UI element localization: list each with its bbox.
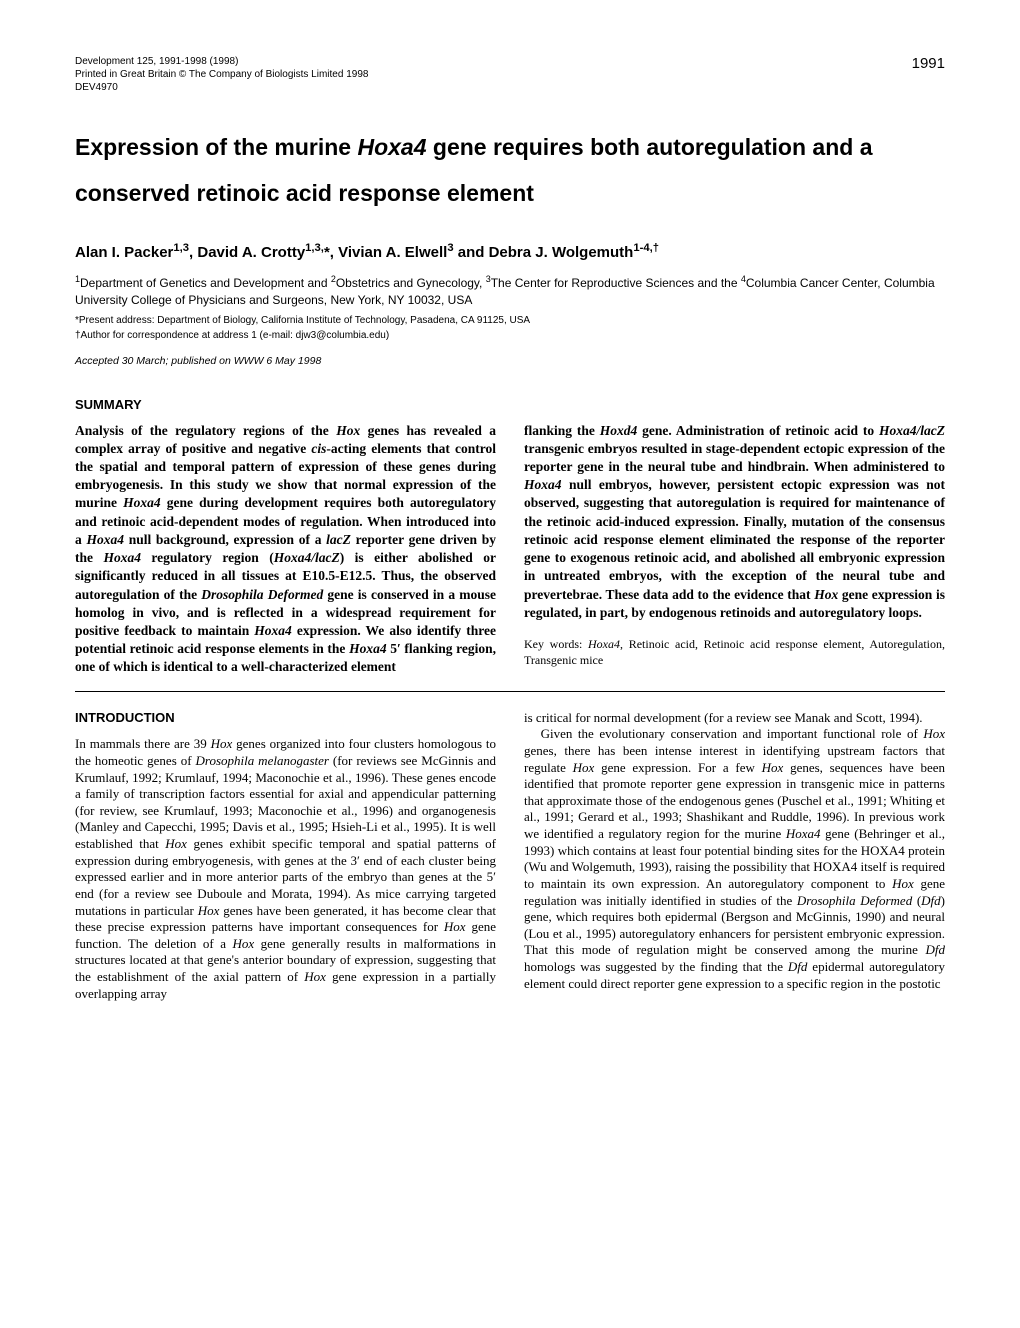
notes: *Present address: Department of Biology,… [75, 313, 945, 343]
keywords-label: Key words: [524, 637, 588, 651]
intro-left-column: INTRODUCTION In mammals there are 39 Hox… [75, 710, 496, 1003]
note-present-address: *Present address: Department of Biology,… [75, 313, 945, 328]
meta-line-2: Printed in Great Britain © The Company o… [75, 68, 945, 81]
meta-line-3: DEV4970 [75, 81, 945, 94]
title-pre: Expression of the murine [75, 134, 357, 160]
summary-heading: SUMMARY [75, 397, 945, 412]
keywords: Key words: Hoxa4, Retinoic acid, Retinoi… [524, 636, 945, 668]
summary-left-column: Analysis of the regulatory regions of th… [75, 422, 496, 677]
section-divider [75, 691, 945, 692]
title-gene: Hoxa4 [357, 134, 426, 160]
meta-line-1: Development 125, 1991-1998 (1998) [75, 55, 945, 68]
header-meta: Development 125, 1991-1998 (1998) Printe… [75, 55, 945, 94]
note-correspondence: †Author for correspondence at address 1 … [75, 328, 945, 343]
accepted-line: Accepted 30 March; published on WWW 6 Ma… [75, 355, 945, 367]
summary-right-column: flanking the Hoxd4 gene. Administration … [524, 422, 945, 677]
article-title: Expression of the murine Hoxa4 gene requ… [75, 124, 945, 216]
summary-block: Analysis of the regulatory regions of th… [75, 422, 945, 677]
affiliations: 1Department of Genetics and Development … [75, 275, 945, 309]
page-number: 1991 [912, 55, 945, 72]
introduction-block: INTRODUCTION In mammals there are 39 Hox… [75, 710, 945, 1003]
authors: Alan I. Packer1,3, David A. Crotty1,3,*,… [75, 244, 945, 261]
intro-right-column: is critical for normal development (for … [524, 710, 945, 1003]
introduction-heading: INTRODUCTION [75, 710, 496, 727]
